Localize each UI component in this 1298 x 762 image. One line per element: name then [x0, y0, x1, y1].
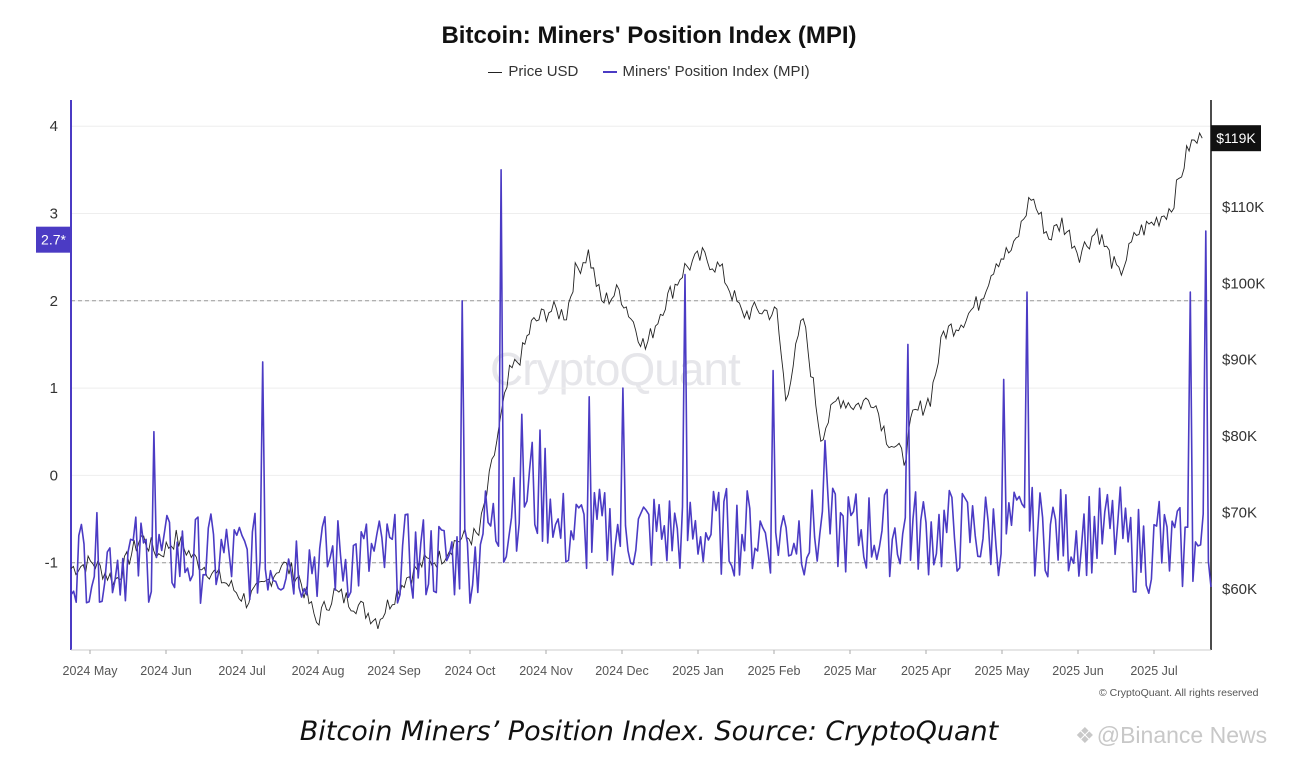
chart-title: Bitcoin: Miners' Position Index (MPI) [441, 22, 857, 49]
y-right-tick-label: $100K [1222, 275, 1265, 292]
x-tick-label: 2025 Apr [901, 664, 951, 678]
y-right-tick-label: $60K [1222, 581, 1257, 598]
mpi-line [70, 169, 1212, 605]
legend-item-price[interactable]: Price USD [488, 63, 578, 80]
legend-swatch-mpi [602, 71, 617, 74]
x-tick-label: 2025 Mar [824, 664, 877, 678]
y-right-tick-label: $70K [1222, 505, 1257, 522]
x-tick-label: 2024 May [63, 664, 119, 678]
y-right-tick-label: $90K [1222, 352, 1257, 369]
watermark-text: @Binance News [1096, 722, 1268, 748]
x-tick-label: 2025 Jan [672, 664, 723, 678]
legend: Price USD Miners' Position Index (MPI) [0, 63, 1298, 80]
x-tick-label: 2024 Jun [140, 664, 191, 678]
figure-caption: Bitcoin Miners’ Position Index. Source: … [299, 716, 999, 747]
legend-label-price: Price USD [508, 63, 579, 80]
price-current-value-label: $119K [1216, 130, 1256, 146]
binance-news-watermark: ❖@Binance News [1075, 722, 1267, 749]
mpi-current-value-badge [36, 226, 71, 253]
mpi-current-value-label: 2.7* [41, 232, 66, 248]
x-tick-label: 2025 Jul [1130, 664, 1177, 678]
price-current-value-badge [1211, 125, 1261, 152]
y-left-tick-label: 1 [50, 380, 58, 397]
legend-swatch-price [488, 71, 503, 73]
x-tick-label: 2024 Sep [367, 664, 421, 678]
y-left-tick-label: 2 [50, 293, 58, 310]
y-left-tick-label: 4 [50, 118, 58, 135]
binance-logo-icon: ❖ [1075, 723, 1095, 748]
x-tick-label: 2024 Dec [595, 664, 649, 678]
x-tick-label: 2024 Aug [292, 664, 345, 678]
x-tick-label: 2025 Jun [1052, 664, 1103, 678]
y-right-tick-label: $110K [1222, 199, 1264, 216]
y-left-tick-label: 3 [50, 205, 58, 222]
x-tick-label: 2024 Jul [218, 664, 265, 678]
x-tick-label: 2024 Oct [445, 664, 496, 678]
copyright-text: © CryptoQuant. All rights reserved [1099, 687, 1259, 699]
price-usd-line [70, 131, 1203, 630]
legend-label-mpi: Miners' Position Index (MPI) [622, 63, 810, 80]
y-left-tick-label: 0 [50, 467, 58, 484]
cryptoquant-watermark: CryptoQuant [490, 343, 741, 395]
x-tick-label: 2024 Nov [519, 664, 573, 678]
y-right-tick-label: $80K [1222, 428, 1257, 445]
legend-item-mpi[interactable]: Miners' Position Index (MPI) [602, 63, 810, 80]
y-left-tick-label: -1 [45, 555, 58, 572]
x-tick-label: 2025 Feb [748, 664, 801, 678]
x-tick-label: 2025 May [975, 664, 1031, 678]
